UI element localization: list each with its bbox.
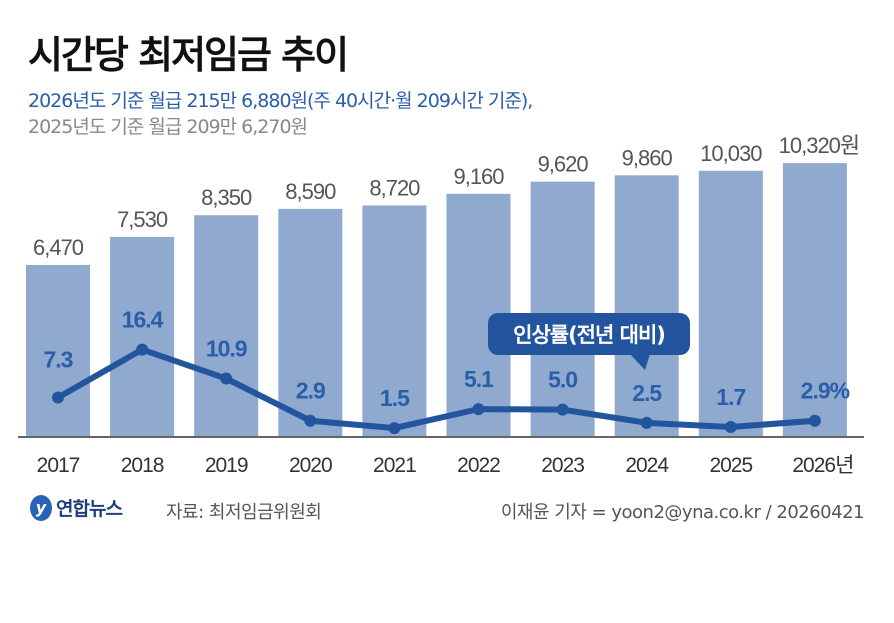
credit-text: 이재윤 기자 = yoon2@yna.co.kr / 20260421 [500,502,865,523]
bar-value-label: 7,530 [117,207,168,232]
x-tick-label: 2022 [457,454,500,477]
chart-title: 시간당 최저임금 추이 [28,33,349,77]
rate-value-label: 2.9% [801,378,850,404]
bar [194,215,259,436]
x-tick-label: 2020 [289,454,332,477]
bar-value-label: 10,030 [700,141,762,166]
bar [110,236,175,436]
bar-value-label: 9,620 [538,152,589,177]
x-tick-label: 2026년 [792,454,853,477]
x-tick-label: 2017 [37,454,80,477]
bar-value-label: 8,350 [201,185,252,210]
bar [698,170,763,436]
x-tick-label: 2021 [373,454,416,477]
x-tick-label: 2025 [709,454,752,477]
rate-value-label: 2.5 [632,380,662,406]
bar [614,175,679,436]
rate-value-label: 2.9 [296,378,325,404]
rate-value-label: 5.1 [464,366,494,392]
yonhap-logo-icon: y [30,494,52,521]
subtitle-line-1: 2026년도 기준 월급 215만 6,880원(주 40시간·월 209시간 … [28,90,533,112]
rate-point [136,343,149,356]
yonhap-logo: y 연합뉴스 [30,494,123,521]
x-tick-label: 2019 [205,454,248,477]
rate-point [388,422,401,435]
bar [26,264,90,436]
rate-point [556,403,569,416]
callout-label: 인상률(전년 대비) [513,323,665,347]
rate-value-label: 1.7 [716,384,745,410]
logo-text: 연합뉴스 [56,498,123,520]
bar [362,205,427,436]
bar-value-label: 10,320원 [779,133,860,158]
bar [782,163,847,436]
rate-point [52,391,64,404]
rate-point [220,372,233,385]
x-tick-label: 2018 [121,454,164,477]
rate-value-label: 1.5 [380,385,410,411]
rate-point [304,414,317,427]
bar-value-label: 8,720 [369,175,420,200]
bar-value-label: 9,860 [622,145,673,170]
subtitle-line-2: 2025년도 기준 월급 209만 6,270원 [28,116,308,138]
x-tick-label: 2023 [541,454,584,477]
callout-bubble [488,313,690,355]
rate-value-label: 16.4 [122,307,164,333]
rate-line [56,346,816,432]
source-text: 자료: 최저임금위원회 [166,502,322,523]
rate-point [640,416,653,429]
rate-point [472,403,485,416]
rate-value-label: 7.3 [44,347,73,373]
x-tick-label: 2024 [625,454,669,477]
callout-pointer [630,354,650,370]
bar-value-label: 9,160 [453,164,504,189]
bar [278,208,343,436]
rate-value-label: 10.9 [206,336,247,362]
rate-value-label: 5.0 [548,367,577,393]
rate-point [808,414,821,427]
bar [530,181,595,436]
rate-point [724,421,737,434]
bar-value-label: 8,590 [285,179,336,204]
bar-value-label: 6,470 [33,235,84,260]
